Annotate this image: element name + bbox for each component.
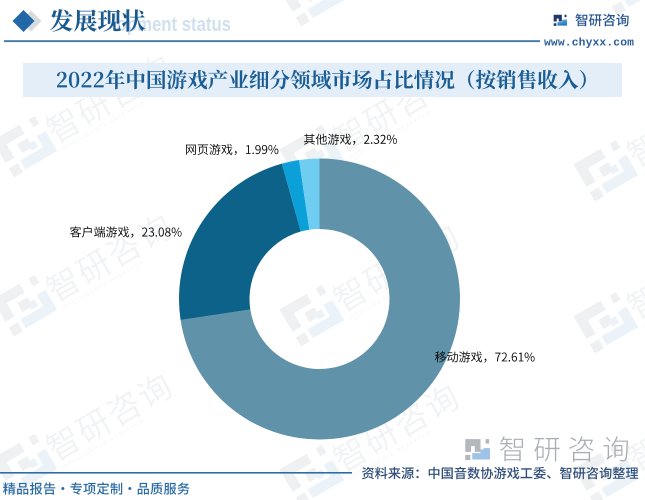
svg-text:lopment status: lopment status xyxy=(112,14,231,36)
svg-text:www.chyxx.com: www.chyxx.com xyxy=(544,38,634,50)
